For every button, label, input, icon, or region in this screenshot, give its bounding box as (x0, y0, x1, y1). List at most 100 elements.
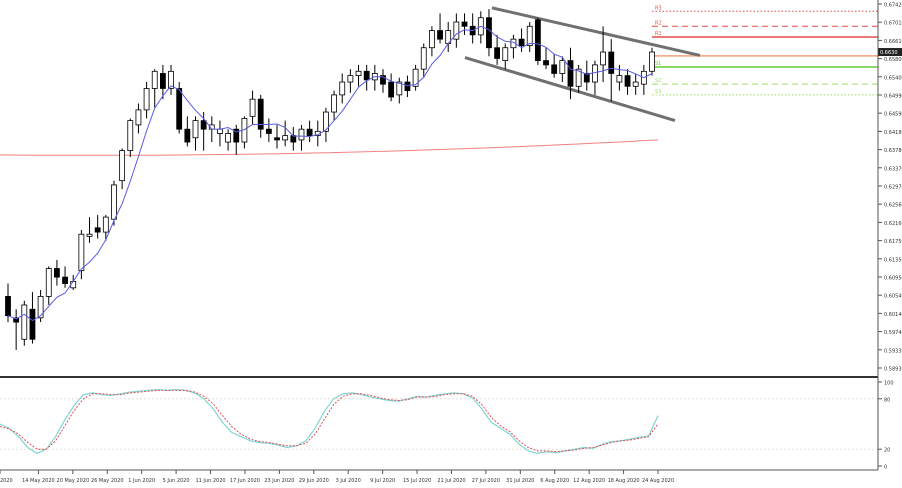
candle-body (37, 296, 44, 319)
candle-body (5, 296, 11, 317)
candle-body (62, 276, 68, 284)
candle (94, 214, 101, 239)
stochastic-tick-label: 100 (884, 381, 894, 387)
candle-body (502, 47, 509, 61)
candle (151, 69, 158, 108)
time-tick-label: 27 Jul 2020 (472, 478, 500, 484)
candle (323, 107, 329, 143)
candle-body (233, 128, 240, 143)
level-label: R2 (655, 20, 662, 26)
candle-body (396, 81, 403, 96)
candle (298, 124, 305, 151)
candle-body (159, 73, 166, 89)
price-panel: R3 R2 R1 S1 S2 S3 0.6630 (0, 5, 902, 350)
time-tick-label: 11 Jun 2020 (195, 478, 225, 484)
candle (624, 69, 631, 95)
candle-body (54, 268, 60, 278)
level-label: S3 (655, 89, 661, 95)
level-label: S2 (655, 78, 661, 84)
candle (306, 120, 313, 143)
current-price-box (878, 48, 902, 57)
candle (62, 266, 68, 288)
candle (21, 300, 28, 346)
stochastic-tick-label: 0 (884, 465, 887, 471)
candle (143, 82, 150, 119)
candle-body (355, 70, 362, 76)
candle (543, 47, 549, 70)
candle (331, 90, 337, 121)
candle-body (168, 70, 174, 89)
candle-body (388, 81, 395, 98)
candle-body (249, 98, 256, 117)
level-label: R1 (655, 31, 662, 37)
candle (257, 94, 264, 138)
candle-body (29, 308, 36, 340)
candle-body (265, 128, 272, 134)
candle-body (127, 120, 134, 152)
candle-body (298, 128, 305, 141)
candle (192, 116, 199, 151)
candle (632, 73, 639, 95)
candle-body (518, 38, 525, 46)
candle-body (94, 227, 101, 233)
candle (135, 103, 142, 134)
candle (54, 259, 60, 286)
candle-body (600, 51, 606, 66)
candle (494, 34, 501, 65)
candle-body (608, 51, 615, 74)
candle (119, 148, 126, 190)
time-tick-label: 3 Jul 2020 (336, 478, 361, 484)
candle (502, 43, 509, 70)
candle-body (543, 60, 549, 66)
candle (176, 82, 183, 134)
candle-body (575, 68, 582, 87)
candle-body (624, 75, 631, 87)
time-tick-label: 6 Aug 2020 (540, 478, 569, 484)
candle (388, 73, 395, 102)
candle (486, 9, 492, 57)
candle (363, 64, 370, 91)
time-tick-label: 15 Jul 2020 (403, 478, 431, 484)
candle-body (632, 81, 639, 87)
candle (274, 124, 280, 149)
time-tick-label: 5 Jun 2020 (163, 478, 190, 484)
time-tick-label: 18 Aug 2020 (608, 478, 640, 484)
candle (5, 283, 11, 323)
candle-body (151, 70, 158, 89)
candle (29, 292, 36, 344)
candle-body (437, 30, 443, 40)
fast-moving-average-line (7, 25, 653, 322)
candle-body (649, 51, 655, 72)
candle-body (420, 47, 427, 70)
candle (37, 289, 44, 323)
candle (428, 26, 435, 57)
stochastic-tick-label: 20 (884, 448, 890, 454)
time-tick-label: 12 Aug 2020 (573, 478, 605, 484)
candle (559, 56, 566, 83)
candle (282, 120, 289, 147)
time-tick-label: 21 Jul 2020 (437, 478, 465, 484)
channel-upper-line (491, 6, 701, 57)
candle (78, 229, 85, 280)
candle (380, 69, 386, 93)
candle (225, 129, 232, 151)
candle (184, 116, 191, 147)
time-axis: 2020 14 May 2020 20 May 2020 26 May 2020 1 J… (0, 470, 674, 484)
candle (575, 64, 582, 93)
candle-body (21, 304, 28, 340)
